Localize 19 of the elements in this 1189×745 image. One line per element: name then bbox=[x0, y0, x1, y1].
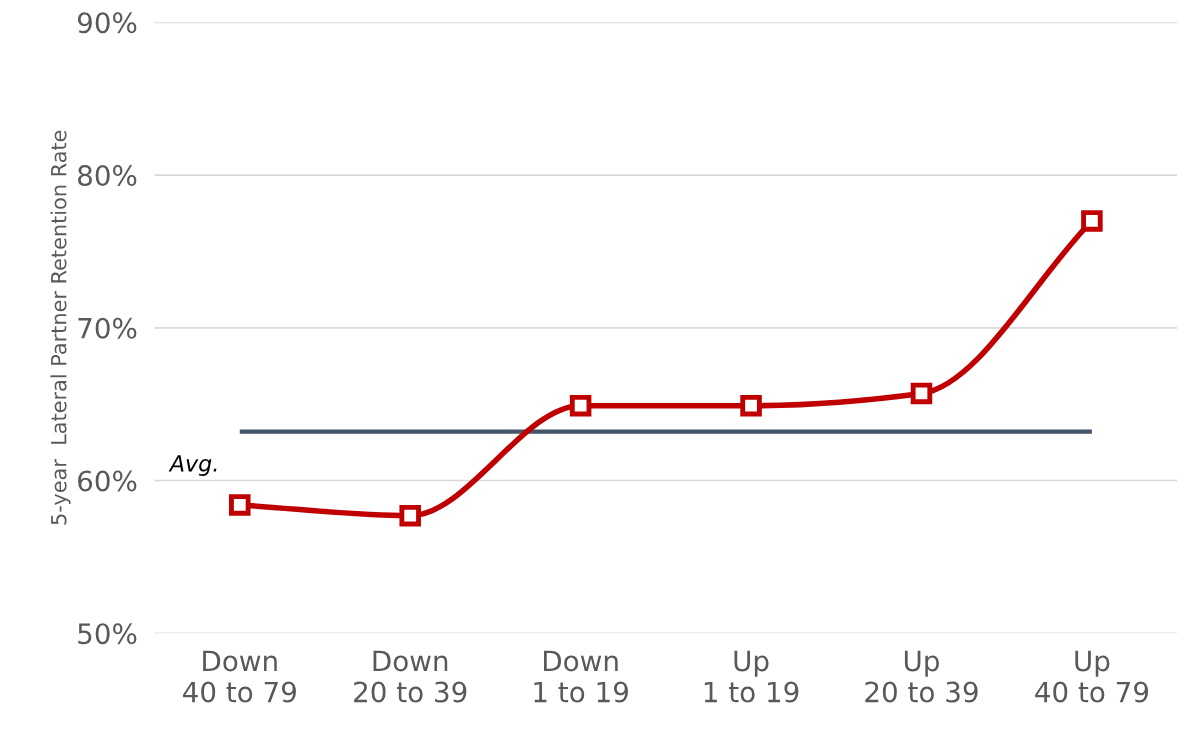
point bbox=[740, 394, 762, 417]
point bbox=[569, 394, 592, 417]
x-tick-label: Down 1 to 19 bbox=[534, 650, 628, 703]
y-tick-label: 70% bbox=[78, 317, 137, 339]
y-tick-label: 90% bbox=[77, 12, 137, 34]
y-axis-title: 5-year Lateral Partner Retention Rate bbox=[50, 130, 71, 525]
x-tick-label: Up 1 to 19 bbox=[704, 650, 799, 703]
x-tick-label: Down 40 to 79 bbox=[183, 650, 296, 703]
y-tick-label: 60% bbox=[78, 470, 137, 492]
point bbox=[1081, 210, 1103, 232]
point bbox=[399, 504, 421, 527]
y-tick-label: 80% bbox=[78, 165, 137, 187]
x-tick-label: Up 40 to 79 bbox=[1035, 650, 1149, 703]
x-tick-label: Down 20 to 39 bbox=[354, 650, 467, 703]
x-tick-label: Up 20 to 39 bbox=[865, 650, 978, 703]
point bbox=[229, 494, 251, 516]
point bbox=[910, 382, 933, 405]
y-tick-label: 50% bbox=[78, 623, 137, 645]
ref-line-label: Avg. bbox=[168, 455, 217, 477]
